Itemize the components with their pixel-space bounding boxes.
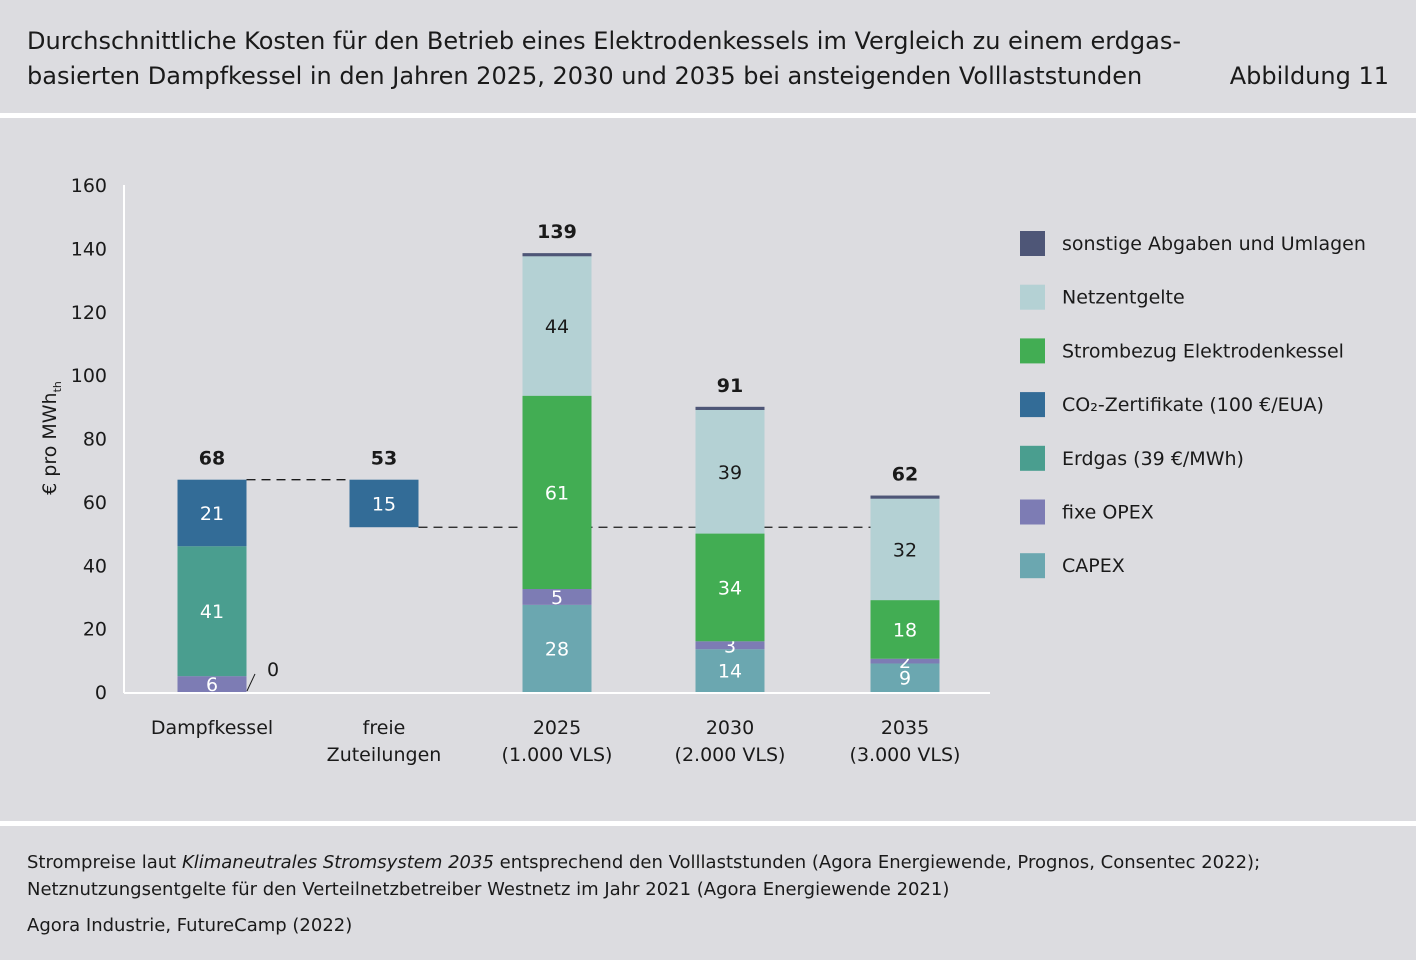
bar-segment-opex — [870, 658, 940, 664]
bar-segment-capex — [522, 604, 592, 692]
x-category-label: freie — [363, 717, 406, 739]
legend-swatch-netz — [1020, 284, 1045, 310]
bar-segment-capex — [870, 663, 940, 692]
bar-segment-co2 — [349, 479, 419, 528]
bar-segment-netz — [870, 498, 940, 601]
x-category-label: 2035 — [881, 717, 929, 739]
bar-segment-value: 32 — [893, 539, 917, 561]
legend-label-capex: CAPEX — [1062, 555, 1125, 577]
bar-total-label: 62 — [892, 464, 918, 486]
footnote-line-2: Netznutzungsentgelte für den Verteilnetz… — [27, 879, 950, 900]
legend-label-gas: Erdgas (39 €/MWh) — [1062, 448, 1244, 470]
legend-swatch-sonst — [1020, 231, 1045, 256]
footnote-publication: Klimaneutrales Stromsystem 2035 — [181, 852, 494, 873]
zero-annotation-leader — [246, 673, 256, 692]
y-tick-label: 160 — [71, 175, 107, 197]
bar-segment-value: 39 — [718, 462, 742, 484]
x-category-label: 2025 — [533, 717, 581, 739]
bar-segment-capex — [695, 649, 765, 692]
bar-segment-gas — [177, 546, 247, 677]
bar-total-label: 139 — [537, 221, 577, 243]
bar-segment-value: 41 — [200, 601, 224, 623]
y-tick-label: 140 — [71, 238, 107, 260]
footnote-part-2: entsprechend den Volllaststunden (Agora … — [493, 852, 1261, 873]
legend-swatch-co2 — [1020, 392, 1045, 418]
x-category-sublabel: Zuteilungen — [327, 744, 442, 766]
y-tick-label: 100 — [71, 365, 107, 387]
chart-title: Durchschnittliche Kosten für den Betrieb… — [27, 24, 1217, 94]
bar-total-label: 53 — [371, 448, 397, 470]
y-tick-label: 80 — [83, 429, 107, 451]
legend-label-sonst: sonstige Abgaben und Umlagen — [1062, 233, 1366, 255]
x-category-sublabel: (1.000 VLS) — [502, 744, 613, 766]
header: Durchschnittliche Kosten für den Betrieb… — [0, 0, 1416, 113]
legend-label-co2: CO₂-Zertifikate (100 €/EUA) — [1062, 394, 1324, 416]
y-axis-title: € pro MWhth — [39, 381, 64, 495]
bar-segment-sonst — [870, 495, 940, 499]
legend-label-strom: Strombezug Elektrodenkessel — [1062, 340, 1344, 362]
y-tick-label: 60 — [83, 492, 107, 514]
header-divider — [0, 113, 1416, 118]
x-category-sublabel: (2.000 VLS) — [675, 744, 786, 766]
bar-segment-co2 — [177, 479, 247, 547]
bar-segment-sonst — [522, 253, 592, 257]
bar-segment-value: 34 — [718, 577, 742, 599]
bar-segment-value: 6 — [206, 674, 218, 696]
y-tick-label: 20 — [83, 619, 107, 641]
bar-segment-value: 18 — [893, 619, 917, 641]
bar-segment-value: 9 — [899, 668, 911, 690]
bar-segment-strom — [695, 533, 765, 642]
y-tick-label: 40 — [83, 555, 107, 577]
bar-segment-sonst — [695, 406, 765, 410]
bar-segment-opex — [177, 676, 247, 692]
bar-segment-value: 5 — [551, 587, 563, 609]
bar-segment-value: 21 — [200, 503, 224, 525]
bar-segment-strom — [522, 395, 592, 590]
bar-segment-value: 15 — [372, 493, 396, 515]
bar-segment-opex — [522, 589, 592, 605]
footer-divider — [0, 821, 1416, 826]
x-category-label: 2030 — [706, 717, 754, 739]
bar-segment-value: 14 — [718, 661, 742, 683]
legend-label-netz: Netzentgelte — [1062, 287, 1185, 309]
source-note: Agora Industrie, FutureCamp (2022) — [27, 915, 353, 936]
bar-segment-value: 28 — [545, 638, 569, 660]
legend-swatch-gas — [1020, 445, 1045, 471]
legend-swatch-capex — [1020, 553, 1045, 579]
footer: Strompreise laut Klimaneutrales Stromsys… — [27, 849, 1397, 939]
x-category-sublabel: (3.000 VLS) — [850, 744, 961, 766]
bar-segment-value: 61 — [545, 482, 569, 504]
bar-total-label: 91 — [717, 375, 743, 397]
bar-segment-value: 44 — [545, 316, 569, 338]
legend-swatch-opex — [1020, 499, 1045, 525]
bar-total-label: 68 — [199, 448, 225, 470]
y-tick-label: 0 — [95, 682, 107, 704]
legend-label-opex: fixe OPEX — [1062, 502, 1154, 524]
y-tick-label: 120 — [71, 302, 107, 324]
bar-segment-netz — [522, 256, 592, 396]
bar-segment-opex — [695, 641, 765, 650]
footnote: Strompreise laut Klimaneutrales Stromsys… — [27, 849, 1397, 903]
footnote-part-1: Strompreise laut — [27, 852, 182, 873]
x-category-label: Dampfkessel — [151, 717, 273, 739]
title-line-1: Durchschnittliche Kosten für den Betrieb… — [27, 27, 1182, 55]
zero-annotation-label: 0 — [267, 659, 279, 681]
bar-segment-netz — [695, 409, 765, 534]
title-line-2: basierten Dampfkessel in den Jahren 2025… — [27, 62, 1143, 90]
legend-swatch-strom — [1020, 338, 1045, 364]
figure-label: Abbildung 11 — [1229, 62, 1389, 90]
bar-segment-strom — [870, 600, 940, 659]
